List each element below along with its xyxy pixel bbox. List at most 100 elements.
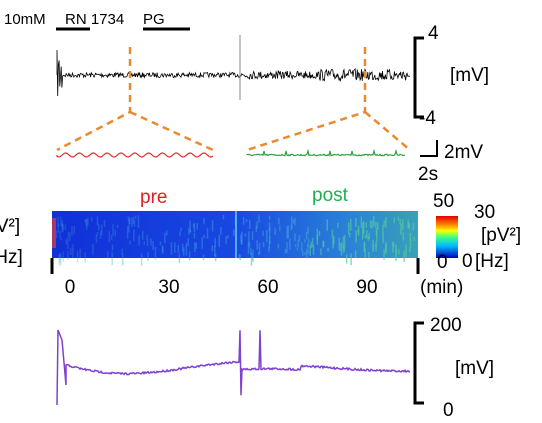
texture	[245, 219, 248, 223]
texture	[173, 242, 176, 253]
texture	[338, 237, 341, 251]
texture	[306, 248, 308, 259]
texture	[375, 244, 377, 248]
texture	[103, 219, 106, 227]
texture	[294, 233, 296, 242]
texture	[269, 240, 271, 244]
texture	[405, 244, 407, 257]
texture	[345, 254, 348, 264]
texture	[248, 231, 250, 244]
texture	[255, 225, 258, 232]
texture	[100, 224, 103, 236]
post-trace	[246, 148, 406, 157]
texture	[60, 216, 62, 227]
texture	[412, 222, 415, 231]
texture	[284, 248, 287, 254]
texture	[316, 228, 319, 241]
texture	[375, 227, 378, 236]
texture	[61, 220, 64, 229]
texture	[137, 215, 140, 228]
texture	[395, 248, 397, 261]
colorbar	[436, 216, 458, 258]
texture	[269, 236, 271, 245]
texture	[143, 241, 145, 246]
texture	[59, 253, 61, 263]
dc-trace	[56, 329, 411, 406]
texture	[312, 245, 315, 255]
texture	[258, 242, 261, 255]
texture	[252, 249, 254, 262]
texture	[360, 216, 363, 228]
texture	[185, 245, 188, 256]
texture	[99, 231, 102, 240]
texture	[362, 221, 365, 234]
texture	[180, 227, 182, 231]
texture	[128, 219, 130, 233]
texture	[297, 239, 300, 247]
texture	[361, 222, 364, 233]
inset-amplitude: 2mV	[444, 142, 483, 163]
texture	[187, 238, 189, 247]
texture	[240, 234, 242, 242]
texture	[64, 224, 67, 230]
texture	[140, 253, 143, 266]
texture	[383, 220, 385, 227]
texture	[126, 226, 129, 239]
texture	[366, 229, 368, 239]
texture	[91, 216, 93, 222]
texture	[361, 231, 364, 238]
texture	[121, 253, 124, 266]
texture	[395, 244, 397, 254]
texture	[340, 243, 343, 256]
texture	[121, 248, 123, 255]
texture	[162, 246, 164, 253]
texture	[218, 234, 221, 248]
texture	[310, 241, 313, 249]
texture	[268, 240, 271, 249]
texture	[203, 218, 205, 225]
texture	[62, 224, 64, 232]
texture	[182, 247, 185, 256]
texture	[363, 243, 366, 250]
time-unit: (min)	[420, 277, 463, 298]
raw-trace	[56, 35, 411, 100]
texture	[307, 226, 309, 234]
left-freq-unit: [Hz]	[0, 247, 23, 268]
bottom-scale-unit: [mV]	[455, 358, 494, 379]
texture	[289, 238, 291, 250]
texture	[108, 231, 111, 243]
texture	[96, 216, 99, 226]
onset	[52, 218, 56, 248]
texture	[375, 221, 377, 228]
texture	[347, 222, 350, 235]
scale-bracket	[413, 36, 424, 119]
texture	[294, 243, 297, 247]
texture	[177, 245, 180, 253]
texture	[181, 243, 184, 252]
texture	[333, 235, 335, 245]
texture	[72, 244, 74, 258]
texture	[59, 253, 62, 266]
texture	[222, 215, 225, 220]
texture	[133, 220, 136, 227]
texture	[350, 218, 352, 231]
texture	[256, 221, 258, 229]
texture	[408, 223, 411, 229]
texture	[244, 233, 247, 237]
texture	[287, 225, 289, 239]
texture	[266, 230, 268, 243]
texture	[256, 240, 258, 250]
texture	[214, 245, 216, 257]
spectrogram-texture	[52, 211, 416, 266]
post-label: post	[312, 185, 349, 206]
texture	[382, 233, 384, 244]
scale-bracket	[413, 321, 424, 405]
texture	[201, 237, 203, 249]
texture	[248, 220, 251, 229]
texture	[211, 245, 214, 252]
texture	[372, 239, 374, 252]
texture	[69, 232, 71, 242]
texture	[298, 235, 301, 242]
texture	[114, 229, 117, 236]
